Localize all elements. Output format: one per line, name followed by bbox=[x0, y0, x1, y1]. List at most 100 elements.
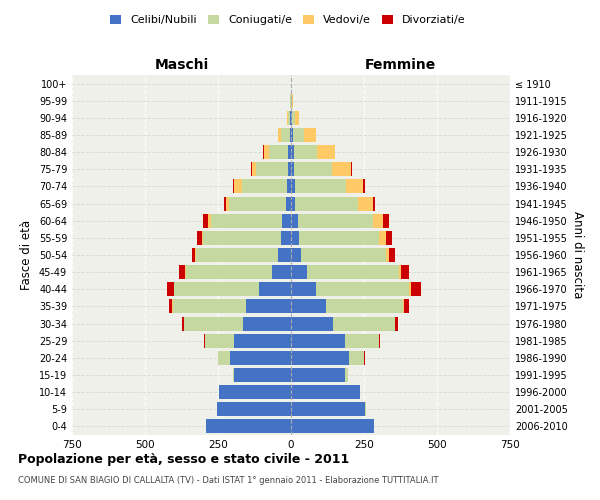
Y-axis label: Fasce di età: Fasce di età bbox=[20, 220, 33, 290]
Bar bbox=[211, 214, 282, 228]
Bar bbox=[272, 265, 291, 279]
Bar bbox=[242, 180, 287, 194]
Text: Maschi: Maschi bbox=[154, 58, 209, 72]
Bar bbox=[307, 265, 399, 279]
Bar bbox=[246, 300, 291, 314]
Bar bbox=[386, 231, 392, 245]
Bar bbox=[205, 334, 234, 347]
Bar bbox=[226, 196, 229, 210]
Bar bbox=[291, 385, 359, 399]
Bar bbox=[401, 265, 409, 279]
Bar bbox=[196, 248, 278, 262]
Bar bbox=[334, 316, 395, 330]
Bar bbox=[351, 162, 352, 176]
Bar bbox=[256, 162, 288, 176]
Bar bbox=[224, 196, 226, 210]
Bar bbox=[291, 420, 374, 434]
Bar bbox=[217, 402, 291, 416]
Bar bbox=[173, 300, 246, 314]
Bar bbox=[278, 248, 291, 262]
Bar bbox=[281, 231, 291, 245]
Bar bbox=[235, 180, 242, 194]
Bar bbox=[291, 180, 295, 194]
Bar bbox=[184, 316, 243, 330]
Bar bbox=[229, 196, 286, 210]
Bar bbox=[203, 214, 208, 228]
Bar bbox=[326, 300, 403, 314]
Bar bbox=[197, 231, 202, 245]
Bar bbox=[295, 196, 358, 210]
Bar bbox=[395, 316, 398, 330]
Bar bbox=[243, 316, 291, 330]
Bar bbox=[379, 334, 380, 347]
Bar bbox=[169, 300, 172, 314]
Bar bbox=[411, 282, 421, 296]
Bar bbox=[291, 316, 334, 330]
Bar bbox=[288, 145, 291, 159]
Bar bbox=[233, 368, 234, 382]
Bar bbox=[291, 334, 345, 347]
Bar bbox=[298, 214, 373, 228]
Bar bbox=[291, 231, 299, 245]
Bar bbox=[345, 368, 348, 382]
Bar bbox=[346, 180, 363, 194]
Bar bbox=[301, 248, 386, 262]
Bar bbox=[345, 334, 379, 347]
Bar bbox=[373, 214, 383, 228]
Bar bbox=[291, 402, 365, 416]
Bar bbox=[332, 162, 351, 176]
Bar bbox=[299, 231, 379, 245]
Bar bbox=[264, 145, 269, 159]
Bar bbox=[282, 214, 291, 228]
Bar bbox=[291, 282, 316, 296]
Bar bbox=[403, 300, 404, 314]
Bar bbox=[288, 162, 291, 176]
Bar bbox=[287, 180, 291, 194]
Bar bbox=[220, 385, 291, 399]
Bar bbox=[294, 162, 332, 176]
Bar bbox=[195, 248, 196, 262]
Bar bbox=[359, 385, 361, 399]
Bar bbox=[389, 248, 395, 262]
Bar bbox=[269, 145, 288, 159]
Bar bbox=[399, 265, 401, 279]
Y-axis label: Anni di nascita: Anni di nascita bbox=[571, 212, 584, 298]
Bar bbox=[206, 420, 291, 434]
Bar bbox=[202, 231, 203, 245]
Text: Popolazione per età, sesso e stato civile - 2011: Popolazione per età, sesso e stato civil… bbox=[18, 452, 349, 466]
Bar bbox=[409, 282, 411, 296]
Bar bbox=[287, 111, 288, 125]
Bar bbox=[281, 128, 290, 142]
Bar bbox=[179, 265, 185, 279]
Bar bbox=[304, 128, 316, 142]
Bar bbox=[233, 180, 235, 194]
Bar bbox=[294, 145, 317, 159]
Bar bbox=[288, 111, 290, 125]
Bar bbox=[383, 214, 389, 228]
Bar bbox=[379, 231, 386, 245]
Bar bbox=[316, 282, 409, 296]
Bar bbox=[291, 214, 298, 228]
Bar bbox=[291, 248, 301, 262]
Bar bbox=[291, 368, 345, 382]
Bar bbox=[292, 111, 295, 125]
Bar bbox=[363, 180, 365, 194]
Bar bbox=[174, 282, 259, 296]
Bar bbox=[167, 282, 174, 296]
Bar bbox=[234, 334, 291, 347]
Bar bbox=[192, 248, 195, 262]
Bar bbox=[291, 128, 293, 142]
Bar bbox=[292, 94, 293, 108]
Bar bbox=[218, 351, 230, 365]
Bar bbox=[291, 351, 349, 365]
Bar bbox=[404, 300, 409, 314]
Bar bbox=[295, 180, 346, 194]
Bar bbox=[349, 351, 364, 365]
Text: COMUNE DI SAN BIAGIO DI CALLALTA (TV) - Dati ISTAT 1° gennaio 2011 - Elaborazion: COMUNE DI SAN BIAGIO DI CALLALTA (TV) - … bbox=[18, 476, 439, 485]
Bar bbox=[234, 368, 291, 382]
Bar bbox=[291, 162, 294, 176]
Bar bbox=[230, 351, 291, 365]
Bar bbox=[203, 231, 281, 245]
Legend: Celibi/Nubili, Coniugati/e, Vedovi/e, Divorziati/e: Celibi/Nubili, Coniugati/e, Vedovi/e, Di… bbox=[106, 10, 470, 30]
Bar bbox=[317, 145, 335, 159]
